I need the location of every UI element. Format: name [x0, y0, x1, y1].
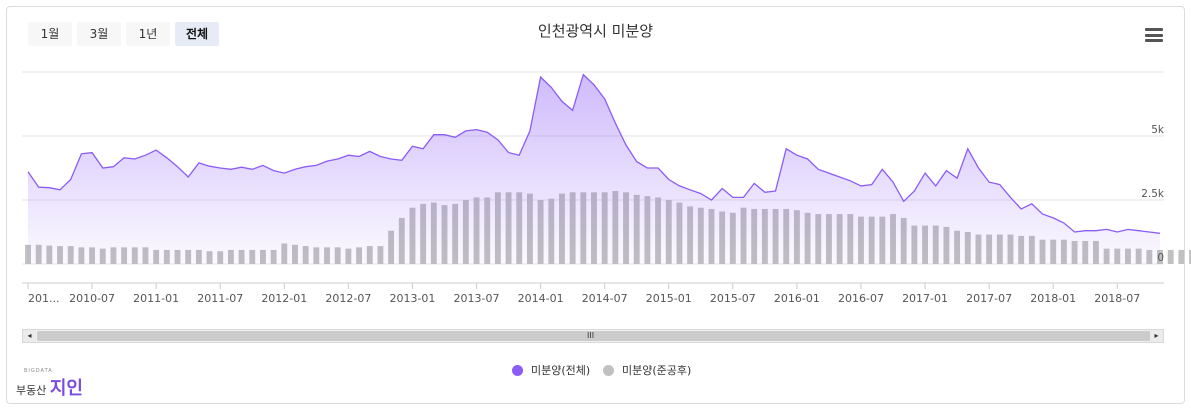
x-tick-label: 2011-07 — [197, 292, 243, 305]
x-tick-label: 2015-07 — [710, 292, 756, 305]
chart-plot: 0 2.5k 5k 201... 2010-07 2011-01 2011-07 2012-… — [22, 71, 1191, 305]
x-tick-label: 201... — [28, 292, 60, 305]
x-tick-label: 2013-07 — [454, 292, 500, 305]
x-tick-label: 2017-07 — [966, 292, 1012, 305]
x-tick-label: 2010-07 — [69, 292, 115, 305]
range-button-all[interactable]: 전체 — [175, 22, 219, 46]
legend-dot-icon — [603, 364, 614, 376]
bar-completed-unsold[interactable] — [1167, 249, 1174, 264]
y-tick-label: 0 — [1157, 252, 1164, 264]
bar-completed-unsold[interactable] — [1178, 249, 1185, 264]
scroll-left-button[interactable]: ◂ — [23, 330, 36, 342]
x-tick-label: 2015-01 — [646, 292, 692, 305]
x-tick-label: 2016-01 — [774, 292, 820, 305]
legend-label-total: 미분양(전체) — [531, 364, 591, 377]
range-button-3m[interactable]: 3월 — [77, 22, 121, 46]
x-tick-label: 2018-01 — [1030, 292, 1076, 305]
scrollbar-thumb[interactable]: III — [37, 331, 1151, 341]
x-tick-label: 2013-01 — [389, 292, 435, 305]
x-tick-label: 2018-07 — [1094, 292, 1140, 305]
range-button-1y[interactable]: 1년 — [126, 22, 170, 46]
x-tick-label: 2012-01 — [261, 292, 307, 305]
area-fill-total-unsold — [28, 74, 1160, 264]
chart-title: 인천광역시 미분양 — [537, 22, 654, 40]
y-tick-label: 2.5k — [1141, 188, 1165, 200]
bar-completed-unsold[interactable] — [1189, 249, 1191, 264]
logo-small-text: BIGDATA — [24, 368, 53, 374]
x-tick-label: 2011-01 — [133, 292, 179, 305]
legend-label-completed: 미분양(준공후) — [622, 364, 692, 377]
range-button-1m[interactable]: 1월 — [28, 22, 72, 46]
legend-item-completed[interactable]: 미분양(준공후) — [603, 362, 691, 378]
y-tick-label: 5k — [1151, 124, 1165, 136]
x-tick-label: 2014-07 — [582, 292, 628, 305]
line-total-unsold[interactable] — [27, 73, 1161, 234]
x-tick-label: 2012-07 — [325, 292, 371, 305]
legend-item-total[interactable]: 미분양(전체) — [512, 362, 590, 378]
logo-brand: 지인 — [49, 378, 83, 399]
x-tick-label: 2014-01 — [518, 292, 564, 305]
scroll-right-button[interactable]: ▸ — [1150, 330, 1163, 342]
legend-dot-icon — [512, 364, 523, 376]
navigator-scrollbar[interactable]: ◂ III ▸ — [22, 329, 1164, 343]
scrollbar-grip-icon: III — [587, 331, 595, 340]
x-tick-label: 2017-01 — [902, 292, 948, 305]
x-tick-label: 2016-07 — [838, 292, 884, 305]
logo-text: 부동산 — [16, 384, 47, 397]
hamburger-menu-icon[interactable] — [1145, 28, 1163, 42]
